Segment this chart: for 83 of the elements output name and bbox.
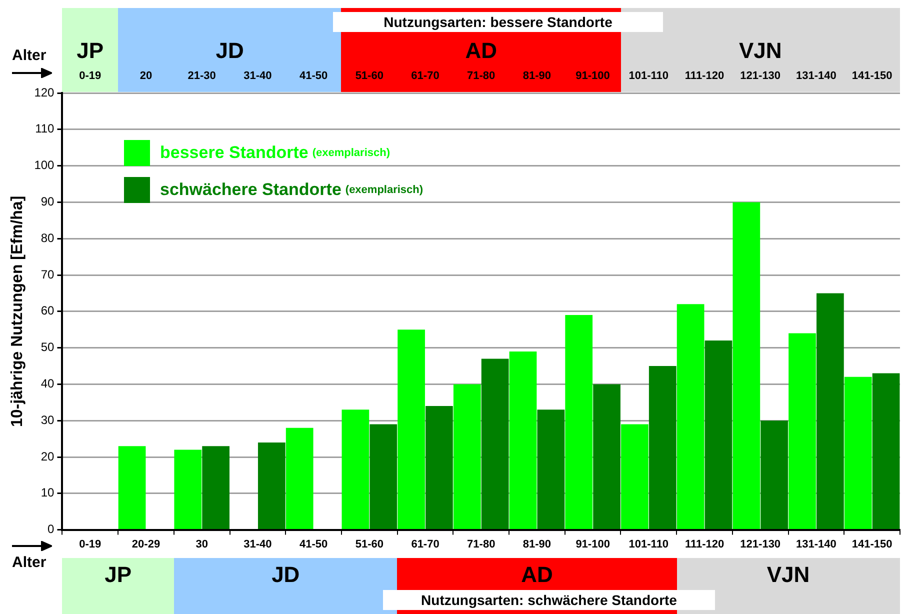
x-tick-label: 131-140 <box>796 538 836 550</box>
x-tick-label: 91-100 <box>576 538 610 550</box>
bar <box>788 333 816 530</box>
bar <box>342 410 370 530</box>
text: VJN <box>766 562 811 588</box>
y-tick-label: 0 <box>48 522 55 536</box>
x-tick-label: 81-90 <box>522 538 552 550</box>
y-tick-label: 60 <box>40 304 55 318</box>
text: 20 <box>138 70 154 82</box>
text: JD <box>270 562 301 588</box>
text: 41-50 <box>298 70 329 82</box>
x-tick-label: 51-60 <box>355 538 384 550</box>
y-tick-label: 100 <box>34 158 55 172</box>
x-tick-label: 41-50 <box>299 538 328 550</box>
bar <box>732 202 760 530</box>
x-tick-label: 121-130 <box>740 538 781 550</box>
x-tick-label: 141-150 <box>852 538 892 550</box>
legend-label: schwächere Standorte (exemplarisch) <box>160 180 424 200</box>
text: 81-90 <box>522 70 552 82</box>
text: JP <box>104 562 133 588</box>
text: 131-140 <box>795 70 838 82</box>
legend-label: bessere Standorte (exemplarisch) <box>160 142 390 162</box>
y-tick-label: 70 <box>40 267 55 282</box>
y-axis-title: 10-jährige Nutzungen [Efm/ha] <box>9 196 26 427</box>
y-tick-label: 50 <box>40 340 55 354</box>
y-tick-label: 80 <box>40 230 55 245</box>
x-tick-label: 30 <box>196 538 208 550</box>
y-tick-label: 30 <box>40 412 55 427</box>
bar <box>453 384 481 530</box>
text: 141-150 <box>850 70 894 82</box>
bar <box>398 330 425 530</box>
text: AD <box>520 562 554 588</box>
y-tick-label: 110 <box>35 122 55 136</box>
y-tick-label: 40 <box>40 376 55 391</box>
bar <box>286 428 314 530</box>
bar <box>621 424 648 530</box>
text: VJN <box>738 38 783 64</box>
text: Nutzungsarten: schwächere Standorte <box>383 590 715 610</box>
x-tick-label: 111-120 <box>684 538 724 550</box>
x-tick-label: 71-80 <box>467 538 496 550</box>
bar <box>481 358 509 530</box>
text: JD <box>214 38 245 64</box>
bar <box>174 450 202 530</box>
text: 91-100 <box>574 70 611 82</box>
x-tick-label: 31-40 <box>244 538 272 550</box>
text: Nutzungsarten: bessere Standorte <box>333 12 663 32</box>
text: 101-110 <box>628 70 670 82</box>
text: 61-70 <box>410 70 440 82</box>
bar <box>202 446 230 530</box>
text: 71-80 <box>466 70 496 82</box>
text: 21-30 <box>186 70 217 82</box>
text: 0-19 <box>78 70 102 82</box>
text: 31-40 <box>242 70 273 82</box>
y-tick-label: 20 <box>40 449 55 464</box>
text: 121-130 <box>739 70 782 82</box>
x-tick-label: 0-19 <box>79 538 102 550</box>
bar <box>872 373 900 530</box>
bar <box>370 424 398 530</box>
bar <box>676 304 704 530</box>
y-tick-label: 90 <box>40 194 55 209</box>
x-tick-label: 61-70 <box>411 538 440 550</box>
bar <box>704 340 732 530</box>
bar <box>537 410 565 530</box>
text: 111-120 <box>684 70 726 82</box>
text: Alter <box>12 47 46 64</box>
bar <box>118 446 146 530</box>
bar <box>844 376 872 530</box>
bar <box>816 293 844 530</box>
text: Alter <box>12 554 46 571</box>
x-tick-label: 20-29 <box>132 538 160 550</box>
x-tick-label: 101-110 <box>628 538 669 550</box>
bar <box>258 442 286 530</box>
bar <box>593 384 620 530</box>
text: AD <box>464 38 498 64</box>
text: JP <box>76 38 105 64</box>
y-tick-label: 120 <box>34 85 55 100</box>
bar <box>565 315 593 530</box>
text: 51-60 <box>354 70 384 82</box>
bar <box>760 420 788 530</box>
bar <box>648 366 676 530</box>
bar <box>509 351 537 530</box>
y-tick-label: 10 <box>40 486 55 500</box>
bar <box>426 406 453 530</box>
